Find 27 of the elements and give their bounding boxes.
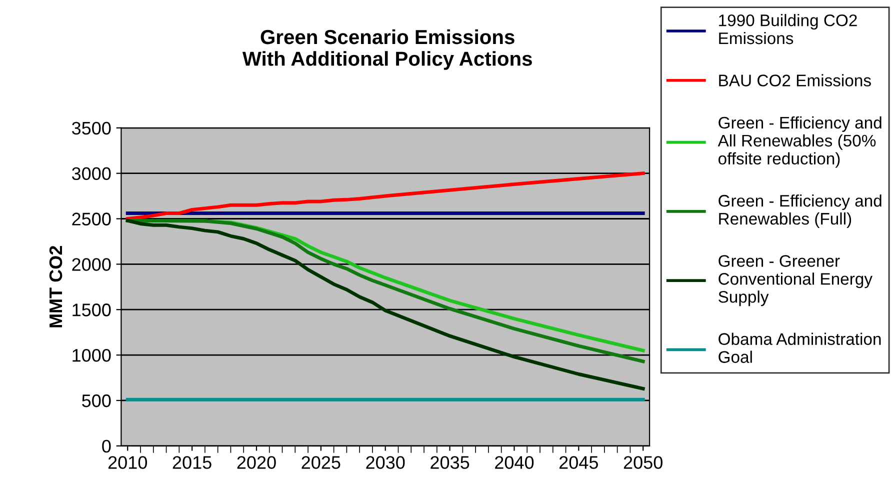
legend-label: Green - Efficiency and Renewables (Full) xyxy=(718,194,882,228)
y-tick-label: 3000 xyxy=(72,167,111,180)
y-tick-label: 2500 xyxy=(72,212,111,226)
legend-label: Green - Efficiency and All Renewables (50% offsite reduction) xyxy=(718,116,882,168)
line-series xyxy=(126,218,645,390)
x-tick-label: 2045 xyxy=(559,456,598,469)
y-tick-label: 1500 xyxy=(72,304,111,316)
y-tick-label: 0 xyxy=(102,440,111,453)
x-tick-label: 2035 xyxy=(430,456,470,469)
x-tick-label: 2020 xyxy=(237,456,276,469)
y-tick-label: 2000 xyxy=(72,258,111,271)
legend-label: Obama Administration Goal xyxy=(718,332,881,363)
x-tick-label: 2030 xyxy=(366,456,405,469)
x-tick-label: 2040 xyxy=(495,456,534,469)
legend-label: BAU CO2 Emissions xyxy=(719,74,871,86)
legend-label: Green - Greener Conventional Energy Supply xyxy=(718,255,872,306)
chart-title: Green Scenario Emissions With Additional Policy Actions xyxy=(242,29,532,70)
y-axis-title: MMT CO2 xyxy=(49,246,62,328)
y-tick-label: 1000 xyxy=(72,348,111,362)
y-tick-label: 500 xyxy=(82,394,111,408)
y-tick-label: 3500 xyxy=(72,122,111,135)
line-series xyxy=(126,172,645,220)
legend-label: 1990 Building CO2 Emissions xyxy=(719,14,857,44)
x-tick-label: 2010 xyxy=(108,456,147,469)
x-tick-label: 2015 xyxy=(172,456,212,469)
x-tick-label: 2025 xyxy=(302,456,340,469)
x-tick-label: 2050 xyxy=(624,456,662,469)
